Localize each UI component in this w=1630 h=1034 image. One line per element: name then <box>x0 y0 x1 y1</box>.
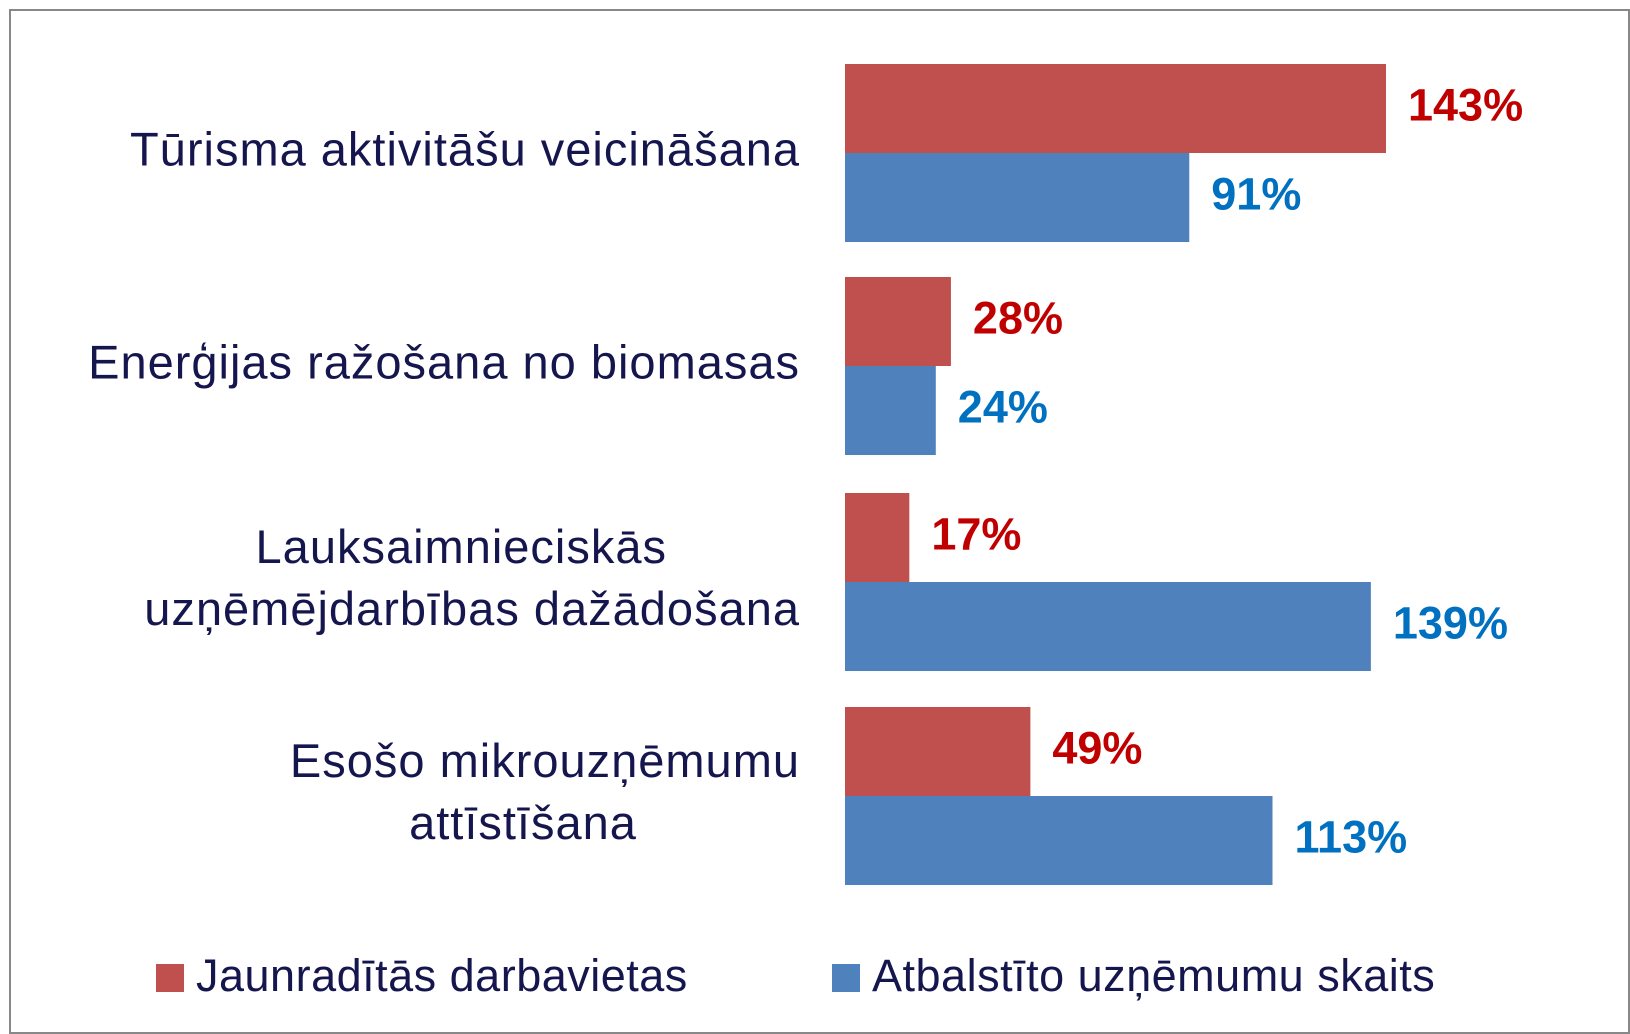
legend-swatch <box>156 964 184 992</box>
data-label: 24% <box>958 381 1048 432</box>
bar <box>845 707 1031 796</box>
data-label: 91% <box>1211 168 1301 219</box>
bar <box>845 796 1273 885</box>
bar <box>845 64 1386 153</box>
data-label: 143% <box>1408 79 1523 130</box>
legend-label: Jaunradītās darbavietas <box>196 950 688 1001</box>
category-label: Enerģijas ražošana no biomasas <box>88 335 800 388</box>
category-label: Lauksaimnieciskās uzņēmējdarbības dažādoš… <box>144 520 800 635</box>
data-label: 17% <box>931 508 1021 559</box>
data-label: 113% <box>1295 811 1408 862</box>
category-label: Tūrisma aktivitāšu veicināšana <box>130 122 800 175</box>
legend-label: Atbalstīto uzņēmumu skaits <box>872 950 1435 1001</box>
bar <box>845 493 910 582</box>
data-label: 49% <box>1052 722 1142 773</box>
category-label: Esošo mikrouzņēmumu attīstīšana <box>290 734 800 849</box>
bar <box>845 153 1190 242</box>
legend-swatch <box>832 964 860 992</box>
data-label: 139% <box>1393 597 1508 648</box>
data-label: 28% <box>973 292 1063 343</box>
bar <box>845 277 951 366</box>
bar <box>845 366 936 455</box>
chart-frame <box>9 9 1630 1034</box>
bar <box>845 582 1371 671</box>
